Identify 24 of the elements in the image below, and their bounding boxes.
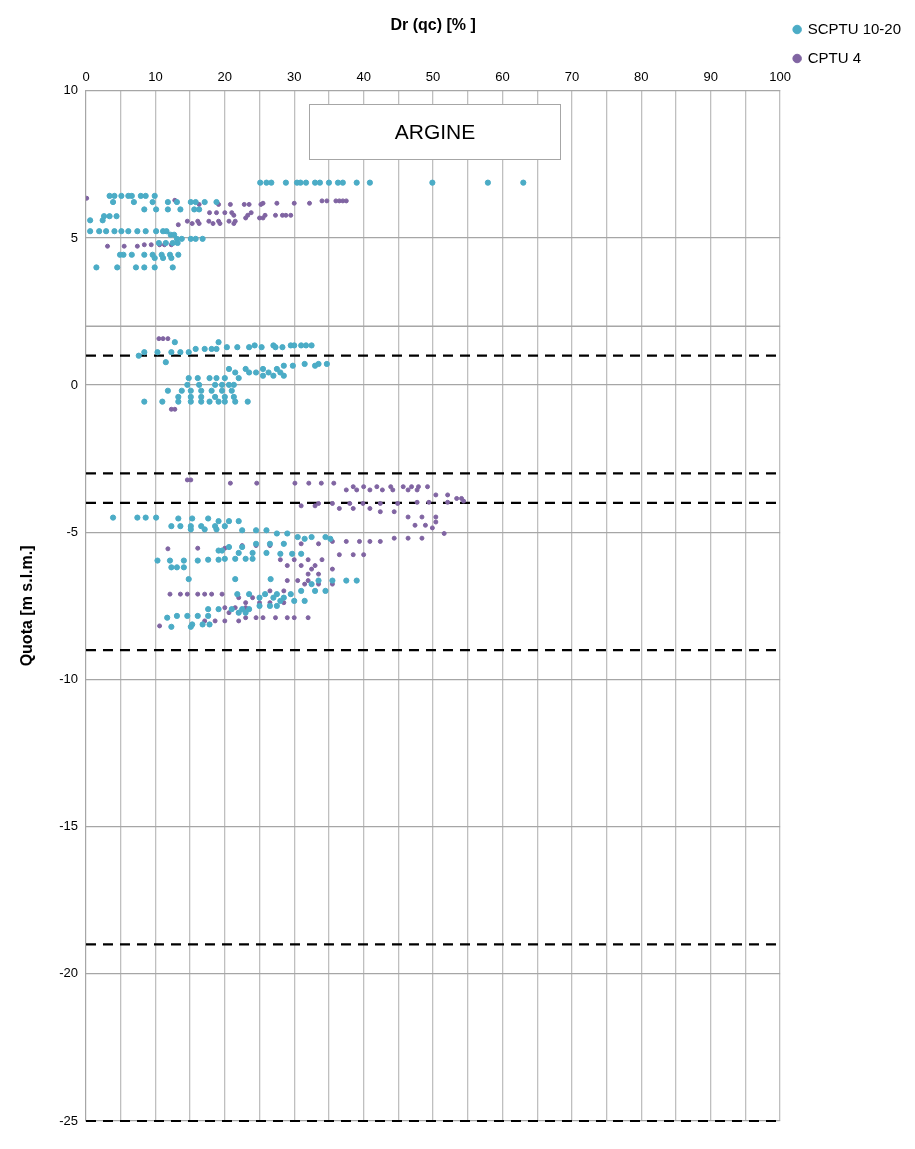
x-tick-label: 50 (425, 68, 441, 84)
y-tick-label: 10 (63, 82, 78, 98)
y-tick-label: -5 (66, 523, 78, 539)
y-tick-label: 5 (70, 229, 78, 245)
x-tick-label: 90 (703, 68, 718, 84)
y-tick-label: -20 (59, 965, 78, 981)
x-axis-title: Dr (qc) [% ] (390, 16, 476, 34)
x-tick-label: 20 (217, 68, 233, 84)
x-tick-label: 10 (148, 68, 163, 84)
x-tick-label: 30 (287, 68, 302, 84)
legend-label: CPTU 4 (807, 48, 861, 66)
y-axis-title: Quota [m s.l.m.] (18, 545, 36, 667)
legend-label: SCPTU 10-20 (807, 19, 902, 37)
x-tick-label: 70 (564, 68, 580, 84)
y-tick-label: -15 (59, 818, 78, 834)
y-tick-label: -25 (59, 1112, 78, 1128)
y-tick-label: -10 (59, 671, 78, 687)
x-tick-label: 0 (82, 68, 90, 84)
x-tick-label: 100 (769, 68, 791, 84)
x-tick-label: 80 (634, 68, 649, 84)
x-tick-label: 40 (356, 68, 371, 84)
x-tick-label: 60 (495, 68, 510, 84)
text-box: ARGINE (309, 104, 561, 160)
y-tick-label: 0 (70, 376, 78, 392)
